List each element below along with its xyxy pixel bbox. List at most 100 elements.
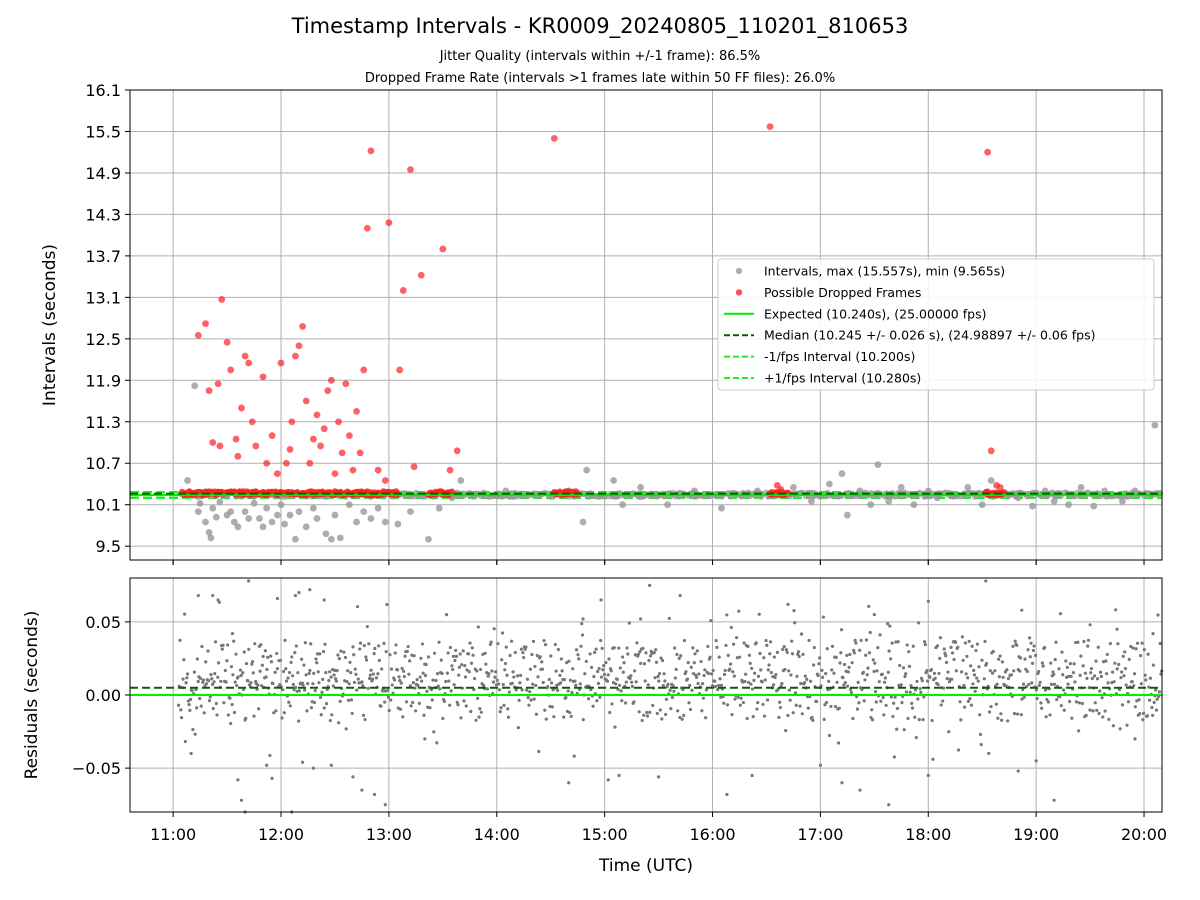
residual-point — [881, 695, 885, 700]
residual-point — [406, 644, 410, 649]
interval-point — [313, 515, 321, 522]
interval-point — [1041, 487, 1049, 495]
dropped-frame-point — [306, 459, 314, 467]
residual-point — [329, 675, 333, 679]
interval-point — [295, 508, 303, 516]
interval-point — [1065, 501, 1072, 509]
residual-point — [1152, 700, 1156, 704]
residual-point — [993, 669, 997, 673]
residual-point — [758, 651, 762, 656]
residual-point — [569, 714, 573, 718]
legend-marker — [735, 289, 743, 296]
interval-point — [987, 477, 995, 484]
residual-point — [1068, 662, 1072, 666]
residual-point — [697, 672, 701, 676]
residual-point — [489, 640, 493, 644]
interval-point — [1050, 497, 1058, 505]
residual-point — [308, 668, 312, 673]
interval-point — [281, 520, 289, 528]
residual-point — [229, 721, 233, 726]
residual-point — [599, 598, 603, 602]
dropped-frame-point — [363, 224, 371, 232]
residual-point — [807, 638, 811, 642]
dropped-frame-point — [241, 352, 249, 360]
residual-point — [201, 678, 206, 682]
residual-point — [1093, 701, 1097, 705]
residual-point — [400, 666, 404, 671]
residual-point — [1016, 769, 1020, 773]
interval-point — [1014, 494, 1022, 502]
residual-point — [944, 654, 948, 658]
interval-point — [367, 515, 375, 522]
residual-point — [426, 655, 431, 659]
residual-point — [660, 717, 664, 721]
residual-point — [1006, 676, 1011, 681]
residual-point — [685, 677, 690, 681]
residual-point — [1076, 640, 1080, 644]
residual-point — [1086, 638, 1091, 642]
residual-point — [792, 608, 796, 613]
residual-point — [1101, 715, 1105, 719]
residual-point — [1057, 667, 1061, 671]
residual-point — [1077, 729, 1081, 733]
dropped-frame-point — [268, 432, 276, 439]
residual-point — [645, 710, 649, 715]
residual-point — [491, 680, 496, 684]
residual-point — [1108, 642, 1112, 646]
residual-point — [454, 654, 459, 658]
residual-point — [1129, 644, 1133, 649]
residual-point — [589, 688, 593, 692]
residual-point — [382, 641, 386, 645]
residual-point — [959, 718, 963, 722]
residual-point — [487, 672, 491, 676]
residual-point — [1067, 674, 1071, 679]
residual-point — [258, 669, 262, 673]
residual-point — [1037, 669, 1041, 674]
residual-point — [351, 645, 355, 649]
residual-point — [909, 683, 913, 688]
residual-point — [932, 671, 937, 675]
residual-point — [300, 760, 305, 764]
residual-point — [394, 643, 398, 647]
residual-point — [895, 706, 900, 711]
residual-point — [1086, 644, 1090, 648]
residual-point — [749, 682, 753, 686]
residual-point — [201, 680, 205, 685]
residual-point — [818, 763, 822, 767]
residual-point — [230, 631, 235, 636]
residual-point — [376, 672, 380, 676]
residual-point — [766, 668, 770, 672]
residual-point — [968, 697, 972, 701]
residual-point — [179, 708, 183, 712]
residual-point — [926, 599, 930, 603]
residual-point — [863, 678, 867, 682]
residual-point — [691, 646, 695, 650]
residual-point — [892, 701, 896, 705]
residual-point — [519, 647, 523, 651]
residual-point — [1089, 666, 1094, 671]
residual-point — [300, 657, 304, 661]
residual-point — [750, 666, 754, 670]
residual-point — [1158, 641, 1162, 646]
residual-point — [873, 690, 878, 694]
x-tick-label: 19:00 — [1013, 825, 1059, 844]
residual-point — [339, 649, 343, 653]
residual-point — [182, 612, 187, 616]
residual-point — [750, 773, 754, 778]
residual-point — [692, 661, 696, 665]
residual-point — [366, 686, 370, 690]
residual-point — [216, 598, 220, 602]
residual-point — [893, 695, 897, 699]
dropped-frame-point — [309, 435, 317, 443]
residual-point — [919, 690, 923, 694]
residual-point — [346, 698, 351, 702]
residual-point — [416, 683, 420, 688]
residual-point — [624, 680, 628, 684]
residual-point — [982, 677, 986, 681]
residual-point — [997, 675, 1001, 679]
residual-point — [471, 653, 475, 657]
residual-point — [976, 679, 980, 683]
interval-point — [250, 499, 258, 507]
interval-point — [867, 501, 875, 509]
residual-point — [268, 753, 272, 758]
